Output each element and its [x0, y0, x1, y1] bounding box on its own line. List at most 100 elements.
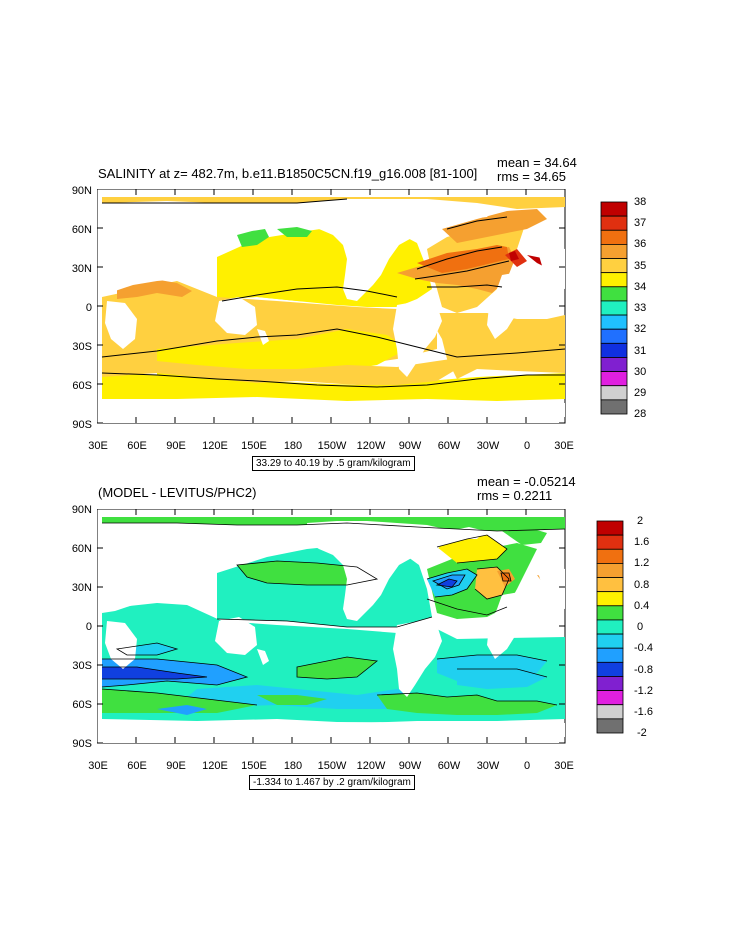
panel1-colorbar-swatch — [600, 229, 628, 245]
panel1-map — [97, 189, 566, 424]
panel2-lon-label: 60W — [437, 760, 461, 772]
panel2-colorbar — [596, 520, 624, 734]
panel1-colorbar-swatch — [600, 371, 628, 387]
panel2-colorbar-swatch — [596, 534, 624, 550]
panel2-lat-label: 60S — [72, 699, 92, 711]
panel2-lon-label: 90E — [166, 760, 186, 772]
panel1-lat-label: 30N — [71, 263, 92, 275]
panel1-lon-label: 60W — [437, 440, 461, 452]
panel2-colorbar-swatch — [596, 633, 624, 649]
panel2-lat-label: 30S — [72, 660, 92, 672]
panel1-colorbar-swatch — [600, 286, 628, 302]
panel1-lon-label: 30E — [554, 440, 574, 452]
panel1-colorbar-label: 36 — [634, 238, 647, 250]
panel2-colorbar-label: 0 — [637, 621, 644, 633]
panel1-lon-label: 30W — [476, 440, 500, 452]
panel2-lat-label: 30N — [71, 582, 92, 594]
panel1-colorbar-label: 28 — [634, 408, 647, 420]
panel2-colorbar-swatch — [596, 591, 624, 607]
panel1-colorbar-label: 35 — [634, 260, 647, 272]
panel2-colorbar-label: 0.8 — [634, 579, 650, 591]
panel2-colorbar-label: -1.2 — [634, 685, 653, 697]
panel2-colorbar-swatch — [596, 676, 624, 691]
panel2-colorbar-swatch — [596, 704, 624, 720]
panel1-colorbar-swatch — [600, 258, 628, 274]
panel2-lon-label: 0 — [523, 760, 531, 772]
panel2-colorbar-swatch — [596, 690, 624, 706]
panel1-mean: mean = 34.64 — [497, 155, 577, 170]
panel1-colorbar — [600, 201, 628, 415]
panel2-land — [102, 521, 565, 743]
panel1-colorbar-swatch — [600, 300, 628, 316]
panel1-ticks — [97, 189, 566, 424]
panel2-colorbar-swatch — [596, 647, 624, 663]
panel2-colorbar-label: -0.8 — [634, 664, 653, 676]
panel2-lat-label: 90N — [71, 504, 92, 516]
panel2-colorbar-label: 1.6 — [634, 536, 650, 548]
panel2-title: (MODEL - LEVITUS/PHC2) — [98, 485, 257, 500]
panel1-colorbar-swatch — [600, 342, 628, 358]
panel2-lon-label: 30E — [88, 760, 108, 772]
panel2-colorbar-label: 0.4 — [634, 600, 650, 612]
panel1-colorbar-swatch — [600, 399, 628, 415]
panel2-colorbar-swatch — [596, 548, 624, 564]
panel2-lat-label: 60N — [71, 543, 92, 555]
panel1-lon-label: 120E — [202, 440, 228, 452]
panel2-lon-label: 120E — [202, 760, 228, 772]
panel2-lon-label: 180 — [283, 760, 303, 772]
panel1-lon-label: 120W — [356, 440, 386, 452]
panel1-colorbar-label: 37 — [634, 217, 647, 229]
panel1-title: SALINITY at z= 482.7m, b.e11.B1850C5CN.f… — [98, 166, 478, 181]
panel1-colorbar-label: 33 — [634, 302, 647, 314]
panel2-colorbar-swatch — [596, 563, 624, 578]
panel1-land — [102, 201, 565, 423]
panel1-lon-label: 60E — [127, 440, 147, 452]
panel1-lat-label: 0 — [85, 302, 92, 314]
panel1-colorbar-swatch — [600, 328, 628, 344]
panel1-rms: rms = 34.65 — [497, 169, 567, 184]
panel1-colorbar-label: 30 — [634, 366, 647, 378]
panel1-lat-label: 60N — [71, 224, 92, 236]
panel2-colorbar-label: -2 — [637, 727, 647, 739]
panel1-colorbar-swatch — [600, 314, 628, 330]
panel2-lat-label: 90S — [72, 738, 92, 750]
panel2-colorbar-label: -1.6 — [634, 706, 653, 718]
panel2-lon-label: 30W — [476, 760, 500, 772]
panel2-contour-info: -1.334 to 1.467 by .2 gram/kilogram — [249, 775, 415, 790]
panel1-colorbar-label: 32 — [634, 323, 647, 335]
panel1-lat-label: 60S — [72, 380, 92, 392]
panel2-rms: rms = 0.2211 — [477, 488, 553, 503]
panel1-lon-label: 180 — [283, 440, 303, 452]
panel2-colorbar-swatch — [596, 661, 624, 677]
panel1-colorbar-swatch — [600, 215, 628, 231]
panel2-lon-label: 60E — [127, 760, 147, 772]
panel1-lon-label: 90W — [398, 440, 422, 452]
panel1-colorbar-swatch — [600, 244, 628, 259]
panel1-lat-label: 30S — [72, 341, 92, 353]
panel2-colorbar-label: 2 — [637, 515, 644, 527]
panel2-lon-label: 30E — [554, 760, 574, 772]
panel1-contours — [101, 198, 566, 388]
panel2-colorbar-swatch — [596, 718, 624, 734]
panel1-lon-label: 150E — [241, 440, 267, 452]
panel2-colorbar-swatch — [596, 577, 624, 593]
panel1-colorbar-label: 29 — [634, 387, 647, 399]
panel1-lon-label: 0 — [523, 440, 531, 452]
panel2-ticks — [97, 509, 566, 744]
panel1-colorbar-label: 38 — [634, 196, 647, 208]
panel2-colorbar-swatch — [596, 605, 624, 621]
panel2-colorbar-swatch — [596, 520, 624, 536]
panel1-colorbar-swatch — [600, 272, 628, 288]
panel1-lon-label: 150W — [317, 440, 347, 452]
panel2-contours — [101, 522, 566, 706]
panel2-lon-label: 150E — [241, 760, 267, 772]
panel2-colorbar-label: -0.4 — [634, 642, 653, 654]
panel1-colorbar-label: 31 — [634, 345, 647, 357]
panel2-lon-label: 120W — [356, 760, 386, 772]
panel1-colorbar-swatch — [600, 357, 628, 372]
panel2-lon-label: 90W — [398, 760, 422, 772]
panel1-lon-label: 30E — [88, 440, 108, 452]
panel2-map — [97, 509, 566, 744]
panel1-colorbar-swatch — [600, 385, 628, 401]
panel1-colorbar-swatch — [600, 201, 628, 217]
